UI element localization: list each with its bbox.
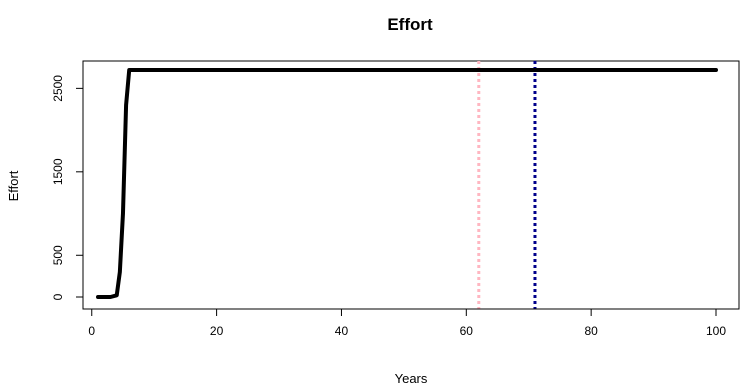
x-tick-label-0: 0 <box>88 324 95 338</box>
plot-frame <box>82 60 740 310</box>
x-axis-label: Years <box>395 371 428 386</box>
x-tick-label-80: 80 <box>584 324 598 338</box>
x-tick-label-100: 100 <box>706 324 726 338</box>
y-axis-label: Effort <box>6 170 21 201</box>
y-tick-label-1500: 1500 <box>51 158 65 185</box>
chart-title: Effort <box>387 15 433 34</box>
x-axis: 0 20 40 60 80 100 <box>88 308 726 338</box>
series-line-0 <box>96 68 718 299</box>
x-tick-label-40: 40 <box>335 324 349 338</box>
y-tick-label-500: 500 <box>51 245 65 265</box>
reference-lines <box>477 61 537 309</box>
y-axis: 0 500 1500 2500 <box>51 75 84 300</box>
y-tick-label-0: 0 <box>51 293 65 300</box>
y-tick-label-2500: 2500 <box>51 75 65 102</box>
x-tick-label-20: 20 <box>210 324 224 338</box>
x-tick-label-60: 60 <box>460 324 474 338</box>
series-group <box>96 68 718 299</box>
